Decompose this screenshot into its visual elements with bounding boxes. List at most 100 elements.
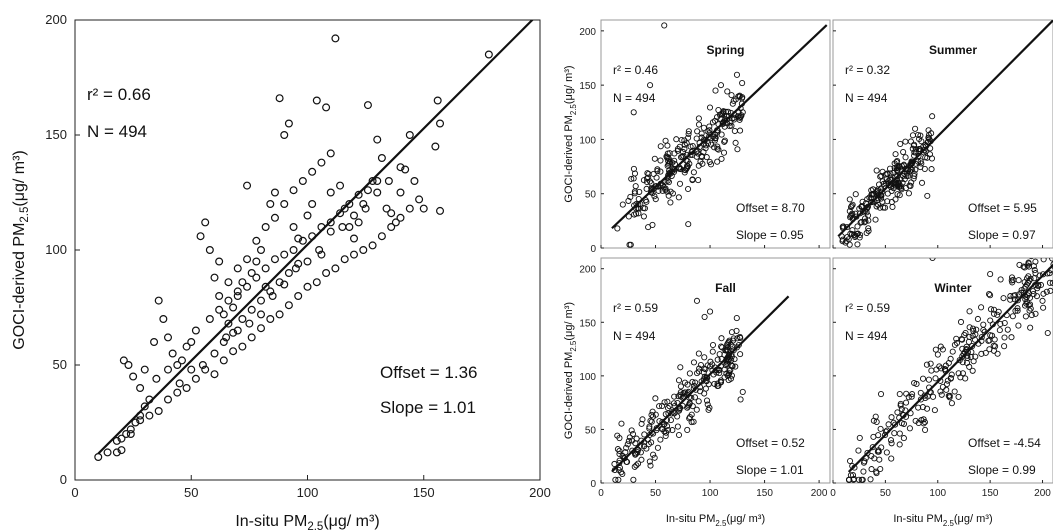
data-point (729, 100, 736, 107)
data-point (908, 179, 915, 186)
data-point (1025, 263, 1032, 270)
data-point (907, 166, 914, 173)
data-point (909, 145, 916, 152)
data-point (723, 346, 730, 353)
data-point (368, 177, 377, 186)
data-point (843, 224, 851, 231)
data-point (731, 116, 738, 123)
data-point (674, 147, 681, 154)
data-point (628, 175, 635, 182)
data-point (684, 157, 691, 165)
panel-winter: 0 50 100 150 200 In-situ PM2.5(μg/ m³) Winter r… (830, 257, 1053, 528)
data-point (932, 375, 939, 382)
data-point (928, 367, 935, 374)
data-point (921, 419, 928, 426)
data-point (646, 431, 653, 438)
data-point (164, 395, 173, 404)
data-point (191, 326, 200, 335)
data-point (681, 141, 688, 148)
data-point (887, 437, 895, 444)
data-point (103, 448, 112, 457)
data-point (925, 127, 932, 134)
data-point (261, 223, 270, 232)
data-point (1028, 258, 1034, 260)
data-point (94, 453, 103, 462)
data-point (943, 386, 950, 393)
x-tick-label: 150 (413, 485, 435, 500)
data-point (868, 466, 875, 473)
data-point (340, 255, 349, 264)
data-point (229, 328, 238, 337)
y-tick-label: 200 (45, 12, 67, 27)
x-tick-label: 100 (297, 485, 319, 500)
data-point (948, 371, 955, 378)
data-point (284, 269, 293, 278)
data-point (1008, 334, 1015, 341)
data-point (896, 430, 903, 437)
data-point (126, 425, 135, 434)
data-point (717, 378, 724, 386)
data-point (648, 418, 655, 425)
r-squared-label: r² = 0.59 (845, 301, 890, 315)
data-point (722, 347, 729, 354)
data-point (1012, 307, 1019, 314)
data-point (718, 155, 725, 162)
data-point (433, 96, 442, 105)
data-point (175, 379, 184, 388)
data-point (890, 185, 897, 192)
data-point (303, 211, 312, 220)
data-point (731, 127, 738, 135)
data-point (894, 409, 901, 416)
data-point (878, 444, 885, 451)
data-point (969, 343, 976, 350)
data-point (331, 34, 340, 43)
data-point (912, 125, 919, 132)
data-point (873, 167, 880, 174)
data-point (876, 456, 883, 463)
data-point (869, 444, 876, 451)
data-point (693, 406, 700, 413)
data-point (652, 395, 659, 402)
data-point (664, 177, 671, 184)
data-point (198, 361, 207, 370)
data-point (912, 166, 919, 173)
data-point (1050, 261, 1053, 268)
data-point (331, 264, 340, 273)
data-point (863, 229, 870, 237)
data-point (1008, 274, 1016, 281)
plot-frame (600, 257, 831, 484)
data-point (892, 421, 899, 428)
data-point (855, 447, 862, 454)
data-point (280, 280, 289, 289)
data-point (673, 136, 680, 143)
data-point (659, 426, 666, 433)
data-point (681, 379, 689, 386)
data-point (689, 143, 696, 150)
data-point (614, 432, 621, 439)
data-point (917, 158, 924, 165)
data-point (224, 278, 233, 287)
data-point (205, 246, 214, 255)
data-point (164, 333, 173, 342)
data-point (709, 361, 716, 368)
data-point (953, 335, 960, 342)
data-point (1007, 293, 1014, 300)
data-point (289, 246, 298, 255)
data-point (685, 185, 692, 193)
offset-label: Offset = 0.52 (736, 436, 805, 450)
y-tick-label: 0 (60, 472, 67, 487)
slope-label: Slope = 0.97 (968, 228, 1036, 242)
data-point (289, 223, 298, 232)
data-point (883, 449, 890, 456)
data-point (312, 278, 321, 287)
data-point (628, 427, 635, 434)
data-point (855, 476, 862, 483)
data-point (419, 204, 428, 213)
r-squared-label: r² = 0.32 (845, 63, 890, 77)
data-point (657, 143, 664, 150)
data-point (284, 301, 293, 310)
data-point (895, 180, 902, 187)
data-point (266, 287, 275, 296)
data-point (732, 139, 739, 146)
regression-line (837, 20, 1053, 238)
